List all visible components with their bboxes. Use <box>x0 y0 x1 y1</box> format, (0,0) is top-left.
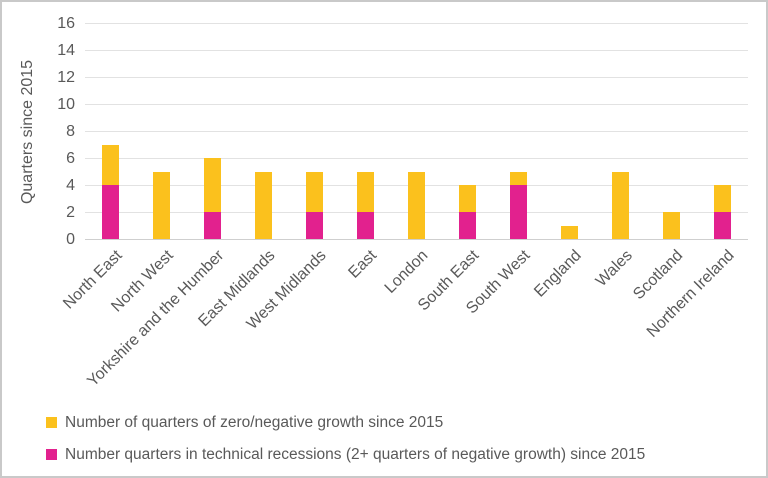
y-tick-label: 4 <box>66 177 75 194</box>
segment-technical-recession <box>306 212 323 239</box>
bar-west-midlands <box>306 23 323 239</box>
segment-zero-negative-growth <box>510 171 527 185</box>
bar-scotland <box>663 23 680 239</box>
segment-technical-recession <box>204 212 221 239</box>
legend-label: Number quarters in technical recessions … <box>65 446 646 463</box>
legend-item-zero-negative-growth: Number of quarters of zero/negative grow… <box>46 413 645 432</box>
legend: Number of quarters of zero/negative grow… <box>46 413 645 464</box>
segment-zero-negative-growth <box>153 171 170 239</box>
bar-east-midlands <box>255 23 272 239</box>
y-tick-label: 6 <box>66 150 75 167</box>
x-axis-label: England <box>530 247 585 301</box>
gridline <box>85 104 748 105</box>
legend-item-technical-recession: Number quarters in technical recessions … <box>46 445 645 464</box>
plot-area <box>85 23 748 240</box>
segment-zero-negative-growth <box>102 144 119 185</box>
segment-technical-recession <box>510 185 527 239</box>
segment-technical-recession <box>459 212 476 239</box>
segment-zero-negative-growth <box>408 171 425 239</box>
segment-zero-negative-growth <box>561 225 578 239</box>
segment-zero-negative-growth <box>357 171 374 212</box>
x-axis-label: Northern Ireland <box>643 247 738 341</box>
x-axis-label: Wales <box>592 247 636 291</box>
x-axis-label: London <box>381 247 432 297</box>
gridline <box>85 131 748 132</box>
y-tick-label: 0 <box>66 231 75 248</box>
x-axis-line <box>85 239 748 240</box>
gridline <box>85 77 748 78</box>
segment-zero-negative-growth <box>459 185 476 212</box>
segment-technical-recession <box>714 212 731 239</box>
bar-south-east <box>459 23 476 239</box>
segment-zero-negative-growth <box>306 171 323 212</box>
gridline <box>85 50 748 51</box>
gridline <box>85 158 748 159</box>
bar-england <box>561 23 578 239</box>
bar-yorkshire-and-the-humber <box>204 23 221 239</box>
segment-zero-negative-growth <box>663 212 680 239</box>
x-axis-label: East <box>345 247 381 282</box>
segment-zero-negative-growth <box>612 171 629 239</box>
gridline <box>85 23 748 24</box>
segment-zero-negative-growth <box>255 171 272 239</box>
y-tick-label: 10 <box>57 96 75 113</box>
y-tick-label: 14 <box>57 42 75 59</box>
bar-northern-ireland <box>714 23 731 239</box>
legend-swatch-magenta <box>46 449 57 460</box>
bar-north-west <box>153 23 170 239</box>
bar-london <box>408 23 425 239</box>
y-tick-label: 8 <box>66 123 75 140</box>
segment-technical-recession <box>102 185 119 239</box>
bar-north-east <box>102 23 119 239</box>
legend-swatch-yellow <box>46 417 57 428</box>
segment-zero-negative-growth <box>204 158 221 212</box>
bar-east <box>357 23 374 239</box>
y-tick-label: 12 <box>57 69 75 86</box>
segment-technical-recession <box>357 212 374 239</box>
bar-south-west <box>510 23 527 239</box>
y-tick-label: 2 <box>66 204 75 221</box>
y-tick-label: 16 <box>57 15 75 32</box>
legend-label: Number of quarters of zero/negative grow… <box>65 414 444 431</box>
bar-wales <box>612 23 629 239</box>
segment-zero-negative-growth <box>714 185 731 212</box>
